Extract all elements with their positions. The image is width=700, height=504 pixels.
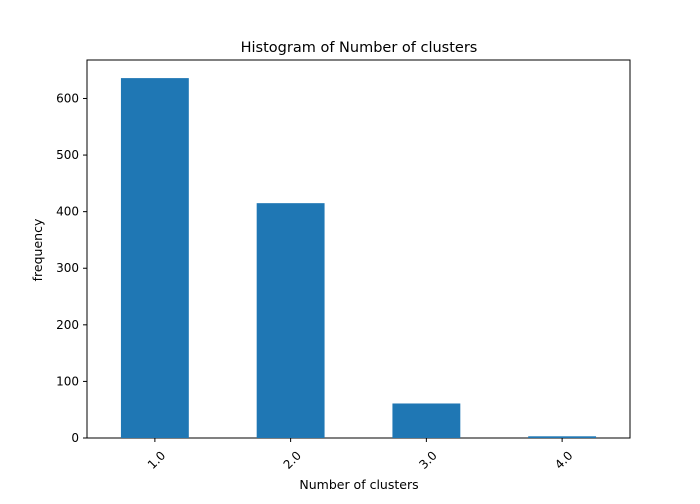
x-tick-label: 3.0: [416, 448, 439, 471]
bar-1.0: [120, 78, 189, 438]
x-tick-label: 4.0: [552, 448, 575, 471]
bar-3.0: [392, 403, 461, 438]
y-tick-label: 500: [56, 148, 79, 162]
y-tick-label: 0: [71, 431, 79, 445]
x-tick-label: 2.0: [281, 448, 304, 471]
y-tick-label: 100: [56, 374, 79, 388]
bars: [120, 78, 597, 438]
bar-4.0: [528, 436, 597, 438]
y-tick-label: 600: [56, 91, 79, 105]
y-axis-label: frequency: [30, 218, 45, 281]
plot-frame: [86, 59, 631, 439]
bar-2.0: [256, 203, 325, 438]
y-tick-label: 400: [56, 205, 79, 219]
y-tick-label: 300: [56, 261, 79, 275]
x-axis-label: Number of clusters: [299, 477, 418, 492]
y-tick-label: 200: [56, 318, 79, 332]
chart-title: Histogram of Number of clusters: [241, 40, 478, 56]
x-tick-label: 1.0: [145, 448, 168, 471]
y-axis: 0 100 200 300 400 500 600: [56, 91, 87, 445]
plot-area: 0 100 200 300 400 500 600 1.0 2.0 3.0 4.0: [56, 59, 631, 472]
x-axis: 1.0 2.0 3.0 4.0: [145, 438, 575, 472]
